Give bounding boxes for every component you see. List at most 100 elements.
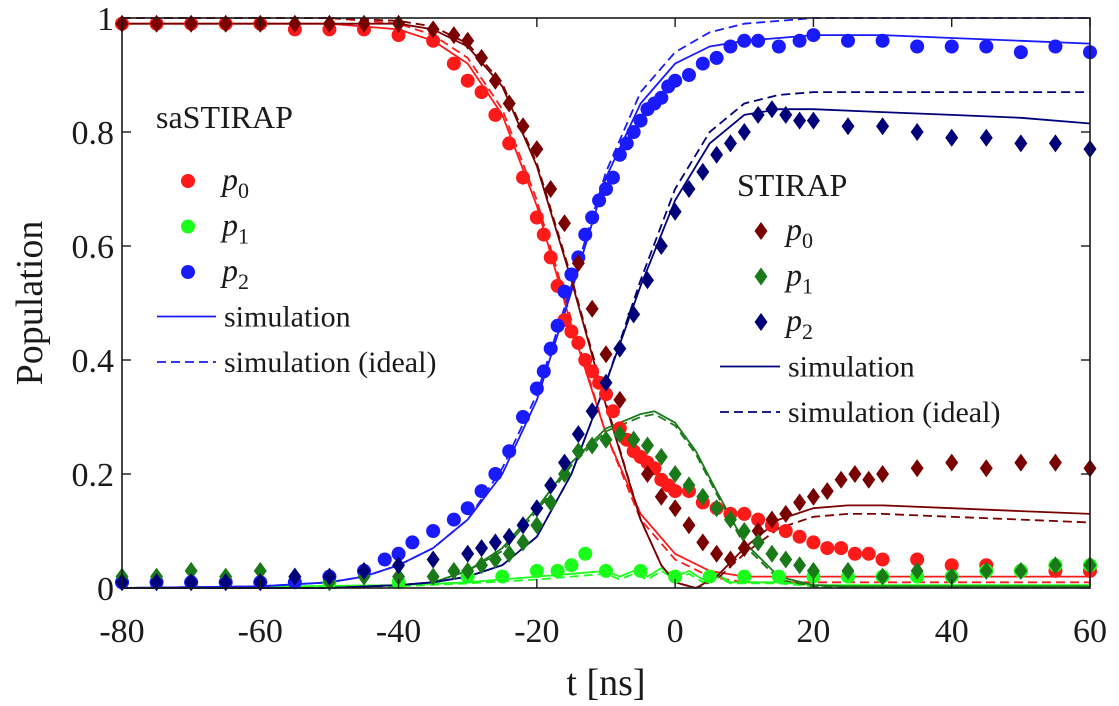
st-p0-point <box>710 544 724 563</box>
legend-entry-label: p0 <box>784 211 813 253</box>
st-p2-point <box>150 573 164 592</box>
sa-p2-point <box>592 193 607 208</box>
sa-p1-point <box>668 569 683 584</box>
st-p0-point <box>219 14 233 33</box>
legend-title: STIRAP <box>737 167 847 203</box>
x-tick-label: 0 <box>667 613 684 650</box>
st-p1-ideal-curve <box>122 413 1090 589</box>
sa-p0-point <box>543 250 558 265</box>
sa-p2-point <box>1013 45 1028 60</box>
legend-entry-subscript: 1 <box>802 274 813 299</box>
sa-p0-point <box>751 512 766 527</box>
sa-p1-point <box>550 563 565 578</box>
st-p0-point <box>150 14 164 33</box>
legend-marker <box>754 222 768 240</box>
st-p2-point <box>599 373 613 392</box>
st-p0-point <box>447 26 461 45</box>
legend-entry-label: p1 <box>220 207 249 249</box>
st-p0-point <box>737 539 751 558</box>
sa-p2-point <box>605 170 620 185</box>
st-p0-point <box>475 48 489 67</box>
st-p2-point <box>641 271 654 290</box>
sa-p2-point <box>543 341 558 356</box>
sa-p2-point <box>488 467 503 481</box>
sa-p2-point <box>557 284 572 299</box>
st-p0-point <box>488 71 502 90</box>
sa-p2-point <box>709 50 724 65</box>
st-p2-point <box>392 556 406 575</box>
st-p0-point <box>723 550 737 569</box>
st-p1-point <box>426 567 440 586</box>
st-p1-point <box>1014 561 1028 580</box>
y-tick-label: 0.4 <box>72 343 115 380</box>
st-p0-point <box>876 465 890 483</box>
st-p1-point <box>779 550 793 569</box>
sa-p2-point <box>751 33 766 48</box>
sa-p2-point <box>377 552 392 567</box>
sa-p2-point <box>619 136 634 151</box>
legend-entry-label: simulation (ideal) <box>224 346 436 379</box>
st-p2-point <box>558 453 571 472</box>
legend-entry-symbol: p <box>784 302 802 338</box>
plot-frame <box>121 17 1091 589</box>
sa-p1-point <box>495 569 510 584</box>
sa-p2-point <box>737 33 752 48</box>
x-tick-label: -20 <box>514 613 559 650</box>
sa-p0-point <box>847 546 862 561</box>
st-p1-point <box>571 442 585 461</box>
sa-p0-point <box>578 353 593 367</box>
y-tick-label: 0.8 <box>72 115 115 152</box>
sa-p0-point <box>502 136 517 151</box>
sa-p2-point <box>626 125 641 139</box>
st-p0-series <box>115 14 1097 569</box>
st-p0-point <box>834 470 848 489</box>
legend-entry-symbol: p <box>220 252 238 288</box>
sa-p0-point <box>910 552 925 567</box>
st-p0-point <box>1048 453 1062 472</box>
st-p2-point <box>979 128 993 147</box>
sa-p2-point <box>944 39 959 54</box>
sa-p1-point <box>737 569 752 584</box>
st-p0-point <box>751 522 765 540</box>
st-p1-point <box>530 516 544 535</box>
sa-p0-point <box>446 56 461 71</box>
st-p0-point <box>979 459 993 478</box>
sa-p1-point <box>599 563 613 578</box>
st-p1-point <box>682 476 696 495</box>
sa-p2-point <box>612 147 627 162</box>
st-p0-point <box>820 482 834 501</box>
sa-p2-point <box>391 546 406 561</box>
st-p0-point <box>571 254 585 273</box>
data-markers <box>115 14 1097 592</box>
st-p1-point <box>1048 556 1062 575</box>
legend-entry-subscript: 1 <box>238 224 249 249</box>
st-p0-point <box>945 453 959 472</box>
sa-p2-point <box>585 210 600 225</box>
st-p1-point <box>558 465 571 483</box>
legend-marker <box>181 265 195 279</box>
st-p2-point <box>544 476 558 495</box>
sa-p0-point <box>668 484 683 499</box>
sa-p2-point <box>806 28 821 43</box>
st-p0-point <box>585 299 599 318</box>
y-tick-label: 0.6 <box>72 229 115 266</box>
sa-p1-point <box>564 558 579 573</box>
st-p0-point <box>910 459 924 478</box>
sa-p2-point <box>695 56 710 71</box>
st-p2-point <box>1048 134 1062 153</box>
st-p2-point <box>357 561 371 580</box>
st-p0-point <box>765 510 779 529</box>
sa-p2-point <box>681 68 696 82</box>
sa-p0-point <box>605 404 620 419</box>
st-p0-point <box>558 214 571 233</box>
st-p1-point <box>475 556 489 575</box>
sa-p2-point <box>460 501 475 516</box>
st-p1-point <box>710 499 724 518</box>
st-p2-ideal-curve <box>122 91 1090 589</box>
legend-entry-label: p2 <box>220 252 249 294</box>
st-p0-point <box>696 533 710 552</box>
sa-p2-point <box>529 381 544 396</box>
sa-p0-point <box>516 170 531 185</box>
sa-p2-point <box>426 524 441 538</box>
sa-p2-point <box>536 364 551 379</box>
